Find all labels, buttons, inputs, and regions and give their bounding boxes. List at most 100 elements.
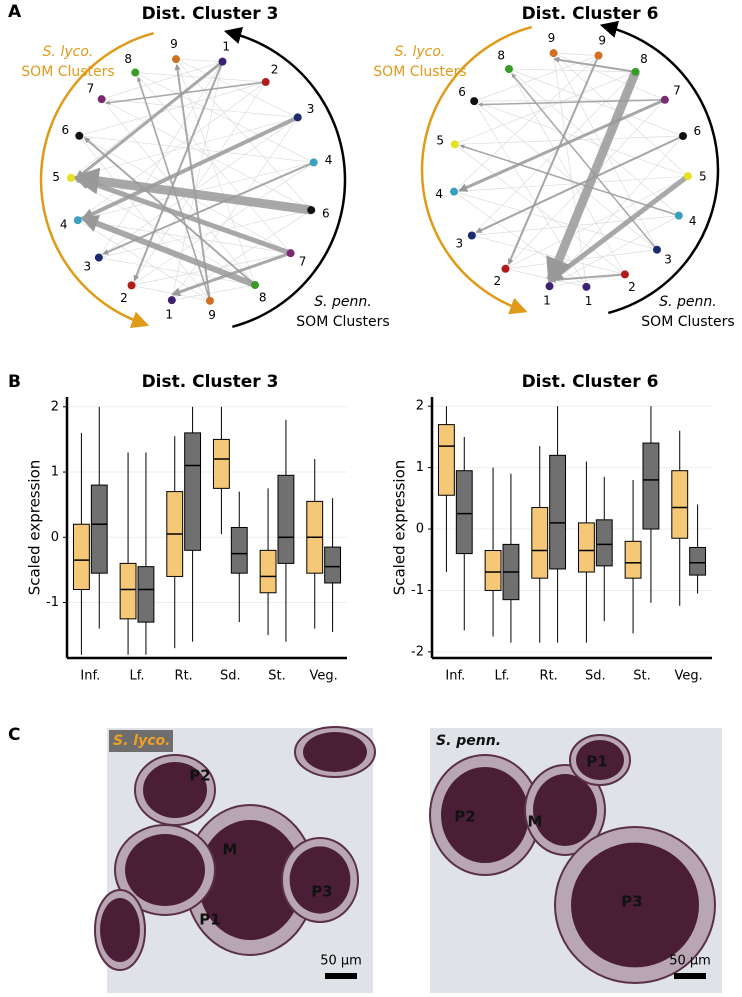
y-axis-label: Scaled expression — [26, 460, 44, 596]
edge-arrow — [549, 273, 626, 283]
edge — [101, 61, 223, 100]
y-tick-label: 2 — [51, 399, 59, 414]
y-tick-label: -1 — [411, 583, 424, 598]
edge — [77, 81, 266, 221]
node — [501, 264, 510, 273]
node — [286, 249, 295, 258]
node-label: 2 — [271, 62, 279, 76]
node-label: 8 — [497, 49, 505, 63]
tissue — [441, 767, 529, 863]
edge-arrow — [459, 144, 680, 217]
edge — [454, 144, 626, 275]
edge — [471, 71, 636, 236]
node — [467, 231, 476, 240]
box — [642, 442, 660, 530]
node-label: 4 — [435, 187, 443, 201]
edge — [79, 135, 314, 163]
tissue — [289, 846, 351, 914]
edge — [473, 100, 587, 288]
node-label: 6 — [694, 124, 702, 138]
node-label: 5 — [436, 134, 444, 148]
node — [450, 187, 459, 196]
micrograph: P1 P2 M P3 S. penn. 50 µm — [429, 728, 722, 993]
region-label: P3 — [311, 883, 332, 901]
edge — [176, 58, 223, 62]
node-label: 8 — [124, 52, 132, 66]
micrograph-label: S. lyco. — [113, 733, 170, 749]
edge — [473, 100, 658, 250]
node — [127, 281, 136, 290]
edge — [553, 52, 599, 56]
source-arc — [420, 25, 533, 315]
node — [97, 95, 106, 104]
y-tick-label: 0 — [416, 522, 424, 537]
node — [251, 281, 260, 290]
node-label: 4 — [325, 153, 333, 167]
edge-arrow — [507, 55, 600, 265]
box — [671, 470, 689, 539]
edge — [454, 135, 684, 145]
tissue — [303, 732, 367, 772]
node — [549, 49, 558, 58]
box — [531, 507, 549, 579]
node-label: 1 — [585, 294, 593, 308]
node — [73, 216, 82, 225]
edge — [454, 71, 636, 145]
node-label: 3 — [664, 252, 672, 266]
node-label: 8 — [640, 52, 648, 66]
source-arc — [39, 31, 154, 329]
scale-bar-label: 50 µm — [669, 954, 711, 969]
edge-arrow — [546, 70, 640, 286]
x-tick-label: St. — [268, 669, 285, 684]
box — [72, 523, 90, 590]
target-label: SOM Clusters — [641, 314, 734, 330]
node-label: 9 — [208, 308, 216, 322]
box — [437, 424, 455, 496]
node — [218, 57, 227, 66]
edge-arrow — [478, 99, 665, 107]
region-label: P1 — [586, 753, 607, 771]
panel-label: C — [8, 725, 20, 745]
edge — [505, 175, 688, 270]
edge — [171, 117, 299, 301]
source-label: S. lyco. — [395, 44, 446, 60]
node — [307, 206, 316, 215]
edge — [79, 81, 266, 137]
box — [577, 522, 595, 573]
node-label: 9 — [548, 31, 556, 45]
edge — [135, 72, 314, 163]
node-label: 6 — [458, 85, 466, 99]
edge-arrow — [137, 76, 211, 302]
x-tick-label: Sd. — [585, 669, 606, 684]
region-label: M — [528, 813, 543, 831]
box — [277, 474, 295, 564]
edge-arrow — [548, 174, 690, 283]
node-label: 2 — [120, 291, 128, 305]
x-tick-label: Sd. — [220, 669, 241, 684]
node — [450, 140, 459, 149]
edge-arrow — [75, 60, 224, 180]
network-title: Dist. Cluster 3 — [142, 4, 279, 24]
edge — [77, 219, 291, 254]
region-label: P2 — [454, 808, 475, 826]
node — [67, 173, 76, 182]
x-tick-label: Lf. — [129, 669, 144, 684]
edge — [131, 162, 314, 286]
edge — [171, 61, 223, 301]
panel-label: B — [8, 372, 21, 392]
panel-label: A — [8, 2, 22, 22]
edge-arrow — [458, 98, 666, 192]
scale-bar — [325, 973, 357, 979]
node-label: 3 — [83, 260, 91, 274]
node-label: 4 — [689, 214, 697, 228]
edge-arrow — [133, 61, 224, 282]
edge — [175, 58, 312, 211]
edge — [98, 61, 223, 258]
node — [652, 245, 661, 254]
node — [545, 282, 554, 291]
node-label: 6 — [61, 123, 69, 137]
chart-title: Dist. Cluster 3 — [142, 372, 279, 392]
edge — [101, 98, 298, 118]
edge — [471, 235, 626, 275]
node-label: 6 — [322, 206, 330, 220]
